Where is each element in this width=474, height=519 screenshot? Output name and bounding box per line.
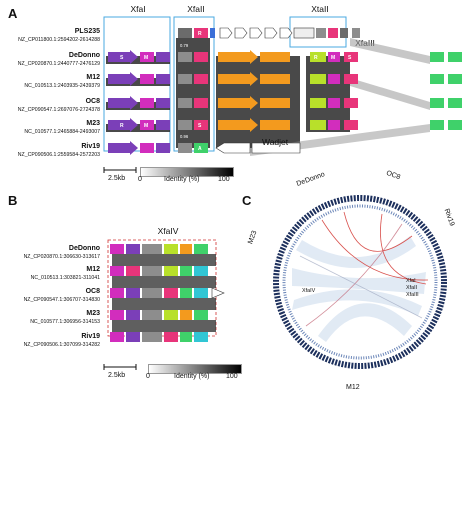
locus-b-m12: NC_010513.1:303821-311041: [30, 275, 100, 281]
gene-row-pls235: [178, 27, 360, 39]
identity-value-2: 0.97: [114, 67, 123, 72]
gene-letter-1: R: [198, 31, 202, 37]
strain-label-pls235: PLS235: [74, 28, 100, 35]
gene-letter-9: M: [144, 123, 148, 129]
panel-b-legend-title: Identity (%): [174, 373, 210, 380]
identity-value-10: 0.97: [144, 90, 153, 95]
gene-letter-4: R: [314, 55, 318, 61]
identity-value-3: 0.95: [144, 67, 153, 72]
panel-a-gene-map: R S M R M S R S M A 0.79 0.97 0.95 0.97 …: [103, 16, 462, 156]
locus-label-m12: NC_010513.1:2403935-2439379: [24, 83, 100, 89]
panel-a-legend-title: Identity (%): [164, 176, 200, 183]
gene-letter-10: A: [198, 146, 202, 152]
gene-row-oc8: [108, 96, 462, 110]
panel-b-scale-label: 2.5kb: [108, 372, 126, 379]
strain-label-oc8: OC8: [85, 98, 100, 105]
panel-a-legend-min: 0: [138, 176, 142, 183]
identity-value-5: 0.95: [114, 112, 123, 117]
wadjet-label: Wadjet: [262, 137, 289, 147]
panel-a-scale-label: 2.5kb: [108, 175, 126, 182]
locus-label-pls235: NZ_CP011800.1:2594202-2614288: [18, 37, 100, 43]
panel-a-legend-max: 100: [218, 176, 230, 183]
panel-a-letter: A: [8, 6, 18, 21]
panel-a-scale-bar: [103, 167, 137, 173]
panel-b-legend-min: 0: [146, 373, 150, 380]
strain-label-dedonno: DeDonno: [68, 52, 100, 59]
gene-letter-6: S: [348, 55, 352, 61]
strain-b-m12: M12: [86, 266, 100, 273]
gene-letter-7: R: [120, 123, 124, 129]
gene-row-riv19: [108, 141, 301, 155]
island-label-xfaiii: XfaIII: [406, 292, 419, 298]
identity-value-4: 0.97: [114, 90, 123, 95]
panel-b-gene-map: [107, 239, 225, 342]
panel-b-scale-bar: [103, 364, 137, 370]
locus-b-dedonno: NZ_CP020870.1:306630-313617: [23, 254, 100, 260]
gene-letter-5: M: [331, 55, 335, 61]
panel-b-legend-max: 100: [226, 373, 238, 380]
locus-b-riv19: NZ_CP090506.1:307099-314282: [23, 342, 100, 348]
region-label-xfaiv: XfaIV: [157, 226, 179, 236]
identity-value-1: 0.79: [180, 43, 189, 48]
strain-b-dedonno: DeDonno: [68, 245, 100, 252]
strain-b-oc8: OC8: [85, 288, 100, 295]
panel-c-circos-plot: XfaIV XfaI XfaII XfaIII: [273, 195, 447, 369]
strain-b-riv19: Riv19: [81, 333, 100, 340]
identity-value-8: 0.97: [144, 134, 153, 139]
genome-label-m23: M23: [247, 229, 259, 246]
identity-value-7: 0.98: [114, 134, 123, 139]
panel-b-identity-gradient: [148, 364, 242, 374]
island-label-xfaii: XfaII: [406, 285, 417, 291]
identity-value-9: 0.96: [180, 134, 189, 139]
locus-b-oc8: NZ_CP090547.1:306707-314830: [23, 297, 100, 303]
genome-label-m12: M12: [346, 384, 360, 391]
locus-label-dedonno: NZ_CP020870.1:2440777-2476129: [17, 61, 100, 67]
panel-b-letter: B: [8, 193, 18, 208]
gene-letter-8: S: [198, 123, 202, 129]
strain-b-m23: M23: [86, 310, 100, 317]
identity-value-6: 0.97: [144, 112, 153, 117]
locus-b-m23: NC_010577.1:306956-314153: [30, 319, 100, 325]
region-label-xtaii: XtaII: [311, 4, 329, 14]
region-label-xfai: XfaI: [130, 4, 146, 14]
strain-label-m23: M23: [86, 120, 100, 127]
gene-row-dedonno: [108, 50, 462, 64]
locus-label-riv19: NZ_CP090506.1:2559584-2572203: [17, 152, 100, 158]
island-label-xfai: XfaI: [406, 278, 416, 284]
locus-label-m23: NC_010577.1:2465884-2493007: [24, 129, 100, 135]
gene-letter-2: S: [120, 55, 124, 61]
panel-a-identity-gradient: [140, 167, 234, 177]
strain-label-riv19: Riv19: [81, 143, 100, 150]
locus-label-oc8: NZ_CP090547.1:2697076-2724378: [17, 107, 100, 113]
gene-letter-3: M: [144, 55, 148, 61]
strain-label-m12: M12: [86, 74, 100, 81]
region-label-xfaii: XfaII: [187, 4, 205, 14]
gene-row-m12: [108, 72, 462, 86]
panel-c-letter: C: [242, 193, 252, 208]
island-label-xfaiv: XfaIV: [302, 288, 316, 294]
gene-row-m23: [108, 118, 462, 132]
